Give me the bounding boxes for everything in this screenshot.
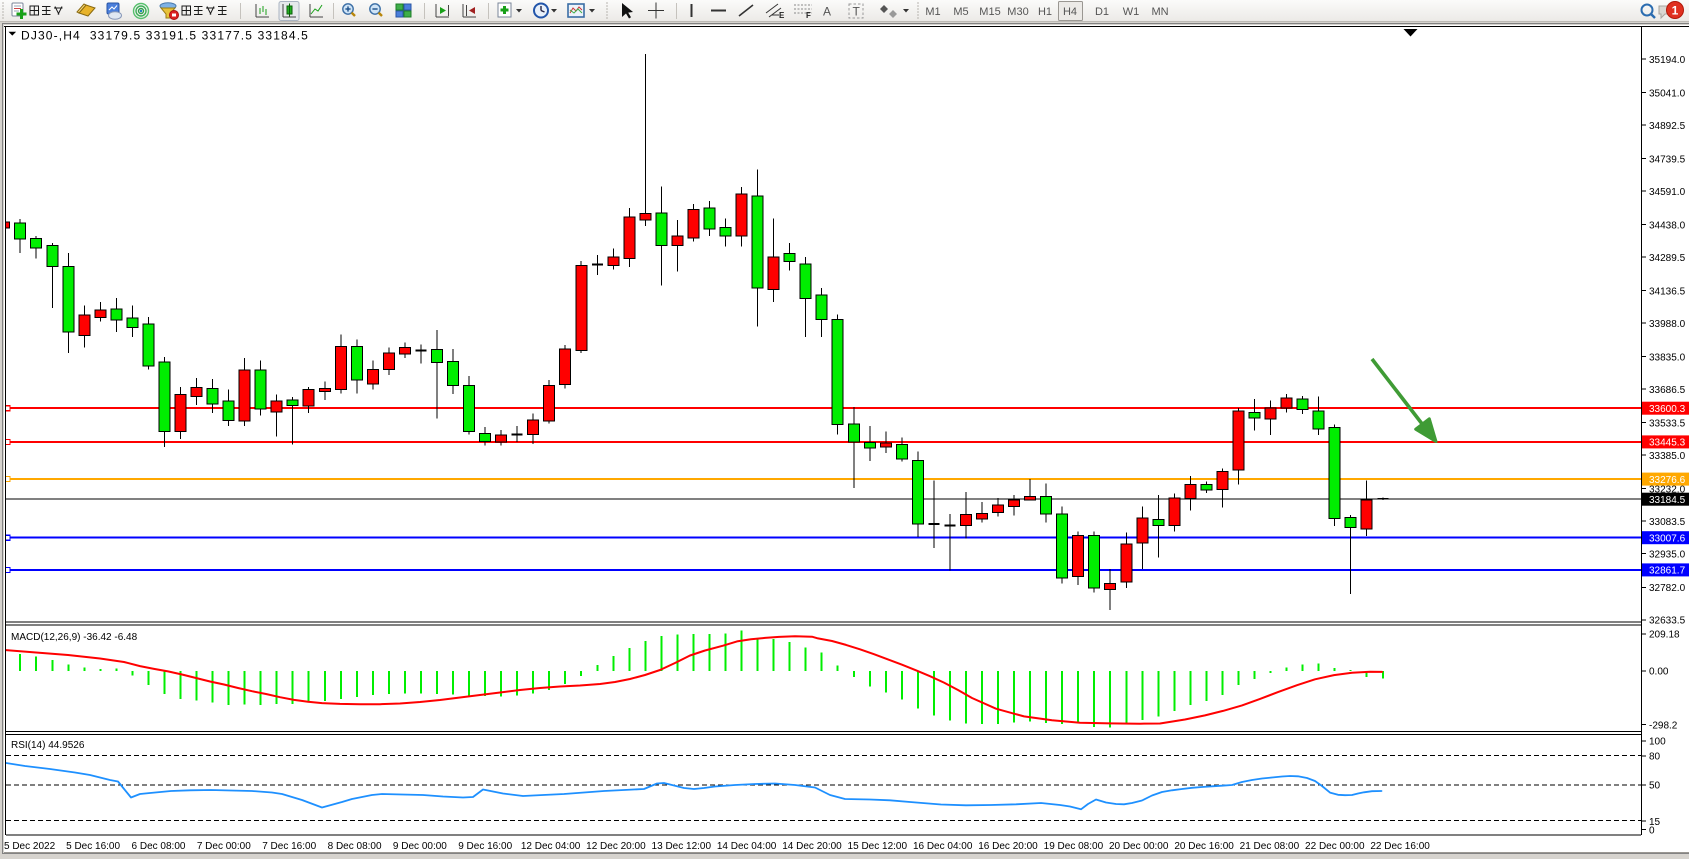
svg-text:100: 100 <box>1649 737 1666 748</box>
svg-text:34289.5: 34289.5 <box>1649 253 1686 264</box>
svg-text:34438.0: 34438.0 <box>1649 221 1686 232</box>
svg-text:8 Dec 08:00: 8 Dec 08:00 <box>328 841 382 852</box>
svg-text:80: 80 <box>1649 752 1661 763</box>
svg-text:33007.6: 33007.6 <box>1649 534 1686 545</box>
svg-text:33276.6: 33276.6 <box>1649 475 1686 486</box>
svg-text:33686.5: 33686.5 <box>1649 385 1686 396</box>
svg-text:A: A <box>823 5 831 19</box>
svg-text:15: 15 <box>1649 817 1661 828</box>
svg-text:13 Dec 12:00: 13 Dec 12:00 <box>652 841 712 852</box>
svg-text:E: E <box>779 11 785 20</box>
svg-text:34591.0: 34591.0 <box>1649 187 1686 198</box>
svg-text:MACD(12,26,9) -36.42 -6.48: MACD(12,26,9) -36.42 -6.48 <box>11 632 138 643</box>
svg-text:33445.3: 33445.3 <box>1649 438 1686 449</box>
svg-text:33184.5: 33184.5 <box>1649 495 1686 506</box>
svg-text:34892.5: 34892.5 <box>1649 121 1686 132</box>
svg-text:35041.0: 35041.0 <box>1649 89 1686 100</box>
svg-text:7 Dec 00:00: 7 Dec 00:00 <box>197 841 251 852</box>
svg-text:RSI(14) 44.9526: RSI(14) 44.9526 <box>11 740 85 751</box>
svg-text:12 Dec 20:00: 12 Dec 20:00 <box>586 841 646 852</box>
svg-text:5 Dec 2022: 5 Dec 2022 <box>4 841 56 852</box>
svg-text:6 Dec 08:00: 6 Dec 08:00 <box>132 841 186 852</box>
svg-text:0.00: 0.00 <box>1649 667 1669 678</box>
svg-text:32861.7: 32861.7 <box>1649 566 1686 577</box>
svg-text:50: 50 <box>1649 781 1661 792</box>
svg-text:M15: M15 <box>979 6 1000 18</box>
svg-text:35194.0: 35194.0 <box>1649 55 1686 66</box>
svg-text:33083.5: 33083.5 <box>1649 517 1686 528</box>
svg-text:32935.0: 32935.0 <box>1649 550 1686 561</box>
svg-text:D1: D1 <box>1095 6 1109 18</box>
svg-text:-298.2: -298.2 <box>1649 720 1678 731</box>
svg-text:209.18: 209.18 <box>1649 630 1680 641</box>
svg-text:33988.0: 33988.0 <box>1649 319 1686 330</box>
svg-text:33232.0: 33232.0 <box>1649 485 1686 496</box>
svg-text:9 Dec 16:00: 9 Dec 16:00 <box>458 841 512 852</box>
svg-text:32633.5: 32633.5 <box>1649 616 1686 627</box>
svg-text:MN: MN <box>1151 6 1168 18</box>
svg-text:21 Dec 08:00: 21 Dec 08:00 <box>1240 841 1300 852</box>
svg-text:M30: M30 <box>1007 6 1028 18</box>
svg-text:33385.0: 33385.0 <box>1649 451 1686 462</box>
svg-text:20 Dec 16:00: 20 Dec 16:00 <box>1174 841 1234 852</box>
svg-text:7 Dec 16:00: 7 Dec 16:00 <box>262 841 316 852</box>
svg-text:1: 1 <box>1672 4 1679 18</box>
svg-text:W1: W1 <box>1123 6 1140 18</box>
svg-text:33533.5: 33533.5 <box>1649 419 1686 430</box>
svg-text:22 Dec 00:00: 22 Dec 00:00 <box>1305 841 1365 852</box>
svg-text:16 Dec 20:00: 16 Dec 20:00 <box>978 841 1038 852</box>
svg-text:DJ30-,H4 33179.5 33191.5 3317: DJ30-,H4 33179.5 33191.5 33177.5 33184.5 <box>21 29 309 43</box>
svg-text:5 Dec 16:00: 5 Dec 16:00 <box>66 841 120 852</box>
svg-text:22 Dec 16:00: 22 Dec 16:00 <box>1370 841 1430 852</box>
svg-text:H1: H1 <box>1038 6 1052 18</box>
svg-text:14 Dec 20:00: 14 Dec 20:00 <box>782 841 842 852</box>
svg-text:32782.0: 32782.0 <box>1649 583 1686 594</box>
svg-text:16 Dec 04:00: 16 Dec 04:00 <box>913 841 973 852</box>
svg-text:20 Dec 00:00: 20 Dec 00:00 <box>1109 841 1169 852</box>
svg-text:F: F <box>806 11 811 20</box>
svg-text:M1: M1 <box>925 6 940 18</box>
svg-text:9 Dec 00:00: 9 Dec 00:00 <box>393 841 447 852</box>
svg-text:H4: H4 <box>1063 6 1077 18</box>
svg-text:0: 0 <box>1649 825 1655 836</box>
svg-text:T: T <box>853 5 861 19</box>
svg-text:34739.5: 34739.5 <box>1649 155 1686 166</box>
svg-text:33600.3: 33600.3 <box>1649 404 1686 415</box>
svg-text:34136.5: 34136.5 <box>1649 287 1686 298</box>
svg-text:19 Dec 08:00: 19 Dec 08:00 <box>1044 841 1104 852</box>
svg-text:14 Dec 04:00: 14 Dec 04:00 <box>717 841 777 852</box>
svg-text:M5: M5 <box>953 6 968 18</box>
svg-text:15 Dec 12:00: 15 Dec 12:00 <box>848 841 908 852</box>
svg-text:33835.0: 33835.0 <box>1649 353 1686 364</box>
svg-text:12 Dec 04:00: 12 Dec 04:00 <box>521 841 581 852</box>
